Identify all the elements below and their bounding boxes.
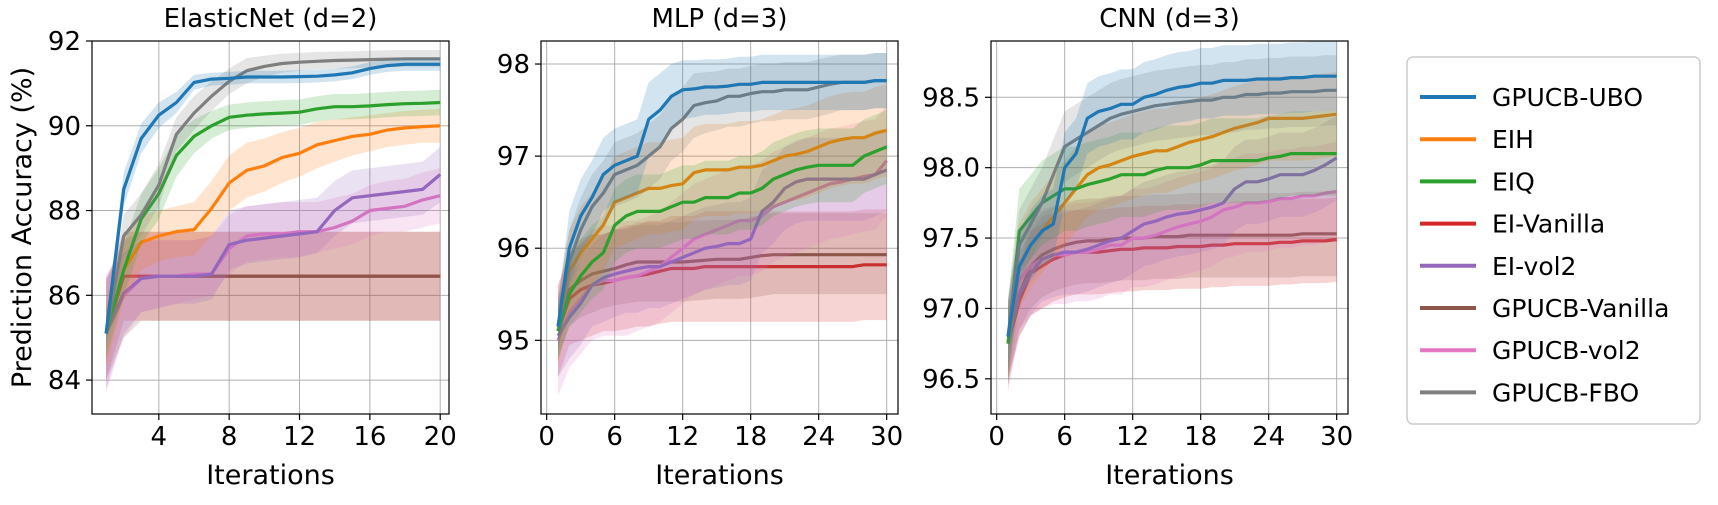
- y-tick-label: 98: [497, 50, 530, 80]
- legend-label: GPUCB-FBO: [1492, 378, 1639, 407]
- y-tick-label: 98.0: [922, 154, 980, 184]
- x-tick-label: 16: [353, 422, 386, 452]
- legend-label: EI-Vanilla: [1492, 210, 1605, 239]
- y-tick-label: 86: [48, 281, 81, 311]
- legend-frame: [1406, 56, 1701, 425]
- y-axis-label: Prediction Accuracy (%): [7, 67, 38, 388]
- series-line-eiq: [104, 100, 441, 334]
- confidence-band-eih: [1008, 72, 1337, 386]
- legend-label: GPUCB-UBO: [1492, 83, 1643, 112]
- chart-title: MLP (d=3): [652, 4, 788, 34]
- series-line-ei-vol2: [104, 173, 442, 335]
- confidence-band-ei-vanilla: [558, 209, 887, 378]
- series-line-gpucb-vanilla: [556, 253, 887, 332]
- confidence-band-gpucb-vol2: [558, 105, 887, 396]
- confidence-band-eiq: [1008, 111, 1337, 386]
- series-line-eiq: [1006, 152, 1337, 344]
- series-line-ei-vol2: [556, 168, 888, 337]
- x-tick-label: 12: [1116, 422, 1149, 452]
- y-tick-label: 98.5: [922, 83, 980, 113]
- y-tick-label: 97: [497, 142, 530, 172]
- x-tick-label: 12: [666, 422, 699, 452]
- series-line-gpucb-fbo: [1006, 88, 1337, 337]
- x-tick-label: 12: [283, 422, 316, 452]
- confidence-band-gpucb-vol2: [106, 168, 441, 393]
- axes-frame: [540, 40, 899, 415]
- confidence-band-gpucb-ubo: [1008, 41, 1337, 372]
- x-tick-label: 0: [988, 422, 1005, 452]
- x-tick-label: 30: [1320, 422, 1353, 452]
- confidence-band-eiq: [106, 89, 441, 359]
- series-line-eiq: [556, 145, 888, 332]
- x-tick-label: 8: [221, 422, 238, 452]
- y-tick-label: 95: [497, 326, 530, 356]
- chart-title: CNN (d=3): [1099, 4, 1239, 34]
- panel-3: 0 6 12 18 24 30 96.5 97.0 97.5 98.0 98.5 CNN (d=3) I…: [922, 4, 1353, 491]
- chart-title: ElasticNet (d=2): [164, 4, 378, 34]
- x-axis-label: Iterations: [206, 460, 335, 491]
- confidence-band-eih: [558, 84, 887, 369]
- confidence-band-ei-vanilla: [106, 231, 441, 381]
- legend-label: EI-vol2: [1492, 252, 1576, 281]
- confidence-band-gpucb-vol2: [1008, 142, 1337, 393]
- panel-2: 0 6 12 18 24 30 95 96 97 98 MLP (d=3) Iterations: [497, 4, 903, 491]
- x-tick-label: 4: [151, 422, 168, 452]
- y-tick-label: 88: [48, 197, 81, 227]
- legend-label: EIQ: [1492, 167, 1535, 196]
- y-tick-label: 96: [497, 234, 530, 264]
- y-tick-label: 97.0: [922, 294, 980, 324]
- confidence-band-gpucb-fbo: [106, 49, 441, 351]
- series-line-eih: [104, 124, 441, 334]
- confidence-band-gpucb-fbo: [1008, 55, 1337, 372]
- x-tick-label: 30: [870, 422, 903, 452]
- x-tick-label: 18: [734, 422, 767, 452]
- confidence-band-eiq: [558, 110, 887, 359]
- series-line-gpucb-ubo: [104, 62, 441, 334]
- series-line-gpucb-ubo: [1006, 74, 1337, 337]
- legend-label: GPUCB-Vanilla: [1492, 294, 1669, 323]
- series-line-ei-vol2: [1006, 156, 1338, 344]
- series-line-gpucb-vanilla: [1006, 232, 1337, 344]
- axes-frame: [990, 40, 1349, 415]
- series-line-gpucb-fbo: [104, 57, 441, 334]
- x-axis-label: Iterations: [1105, 460, 1234, 491]
- x-tick-label: 24: [1252, 422, 1285, 452]
- x-tick-label: 18: [1184, 422, 1217, 452]
- y-tick-label: 97.5: [922, 224, 980, 254]
- legend: GPUCB-UBO EIH EIQ EI-Vanilla EI-vol2 GPUCB-Va…: [1406, 56, 1701, 425]
- confidence-band-gpucb-vanilla: [1008, 191, 1337, 379]
- axes-frame: [91, 40, 450, 415]
- y-tick-label: 90: [48, 112, 81, 142]
- x-tick-label: 20: [424, 422, 457, 452]
- confidence-band-gpucb-ubo: [558, 53, 887, 350]
- series-line-gpucb-vol2: [1006, 190, 1337, 344]
- series-line-eih: [1006, 112, 1337, 344]
- x-tick-label: 0: [538, 422, 555, 452]
- y-tick-label: 96.5: [922, 365, 980, 395]
- y-tick-label: 92: [48, 27, 81, 57]
- confidence-band-ei-vol2: [106, 147, 441, 389]
- confidence-band-gpucb-vanilla: [558, 213, 887, 359]
- series-line-eih: [556, 128, 888, 332]
- series-line-gpucb-vol2: [556, 159, 888, 341]
- legend-label: EIH: [1492, 125, 1534, 154]
- confidence-band-ei-vol2: [558, 128, 887, 378]
- series-line-gpucb-ubo: [556, 79, 887, 327]
- x-axis-label: Iterations: [655, 460, 784, 491]
- x-tick-label: 24: [802, 422, 835, 452]
- panel-1: 4 8 12 16 20 84 86 88 90 92 ElasticNet (d=2) Iterat…: [7, 4, 457, 491]
- confidence-band-gpucb-vanilla: [106, 231, 441, 381]
- x-tick-label: 6: [606, 422, 623, 452]
- x-tick-label: 6: [1056, 422, 1073, 452]
- y-tick-label: 84: [48, 366, 81, 396]
- legend-label: GPUCB-vol2: [1492, 336, 1641, 365]
